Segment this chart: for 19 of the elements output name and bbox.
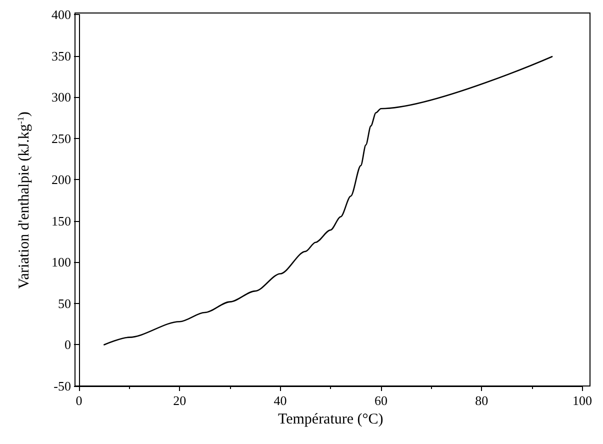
y-tick-label: 50 <box>58 296 71 311</box>
y-tick-label: 100 <box>52 254 71 270</box>
y-tick-label: 400 <box>52 7 71 22</box>
y-tick-label: 0 <box>64 337 71 352</box>
x-axis-title: Température (°C) <box>278 411 384 428</box>
y-tick-label: 250 <box>52 130 71 146</box>
y-axis-title: Variation d'enthalpie (kJ.kg-1) <box>16 112 32 289</box>
x-tick-label: 60 <box>374 393 388 408</box>
y-tick-label: -50 <box>54 378 71 394</box>
x-tick-label: 40 <box>274 393 287 408</box>
line-series <box>104 56 553 346</box>
y-tick-label: 350 <box>52 48 71 64</box>
x-tick-label: 20 <box>173 393 186 408</box>
x-tick-label: 0 <box>76 393 82 408</box>
y-tick-label: 200 <box>52 172 71 188</box>
x-tick-label: 80 <box>475 393 488 408</box>
x-tick-label: 100 <box>572 393 592 408</box>
y-tick-label: 150 <box>52 213 71 228</box>
y-tick-label: 300 <box>52 90 71 105</box>
